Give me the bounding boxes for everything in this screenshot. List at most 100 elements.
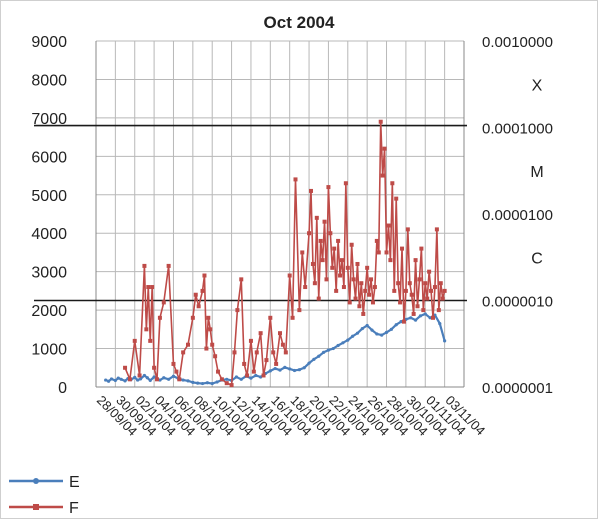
data-point-F [158, 316, 162, 320]
data-point-F [350, 243, 354, 247]
data-point-F [348, 300, 352, 304]
data-point-F [144, 327, 148, 331]
data-point-F [425, 297, 429, 301]
data-point-E [341, 341, 344, 344]
y-tick-label: 9000 [31, 34, 67, 51]
data-point-E [390, 328, 393, 331]
data-point-F [375, 239, 379, 243]
data-point-E [283, 366, 286, 369]
y-tick-label: 0 [58, 380, 67, 397]
data-point-F [146, 285, 150, 289]
data-point-F [278, 331, 282, 335]
flare-class-label: X [532, 77, 543, 94]
data-point-F [406, 227, 410, 231]
data-point-E [114, 379, 117, 382]
data-point-F [216, 370, 220, 374]
data-point-F [388, 258, 392, 262]
data-point-F [313, 281, 317, 285]
data-point-F [307, 231, 311, 235]
data-point-F [342, 285, 346, 289]
data-point-E [107, 380, 110, 383]
data-point-E [356, 332, 359, 335]
data-point-F [293, 177, 297, 181]
data-point-E [249, 377, 252, 380]
data-point-F [264, 358, 268, 362]
y-tick-label: 3000 [31, 265, 67, 282]
data-point-E [133, 376, 136, 379]
data-point-F [363, 289, 367, 293]
data-point-E [303, 366, 306, 369]
data-point-F [138, 373, 142, 377]
data-point-F [230, 383, 234, 387]
data-point-F [133, 339, 137, 343]
data-point-F [177, 377, 181, 381]
data-point-F [369, 277, 373, 281]
data-point-E [419, 314, 422, 317]
data-point-F [245, 373, 249, 377]
data-point-F [326, 185, 330, 189]
legend-marker-F [33, 504, 39, 510]
data-point-F [284, 350, 288, 354]
data-point-F [338, 274, 342, 278]
data-point-E [351, 335, 354, 338]
data-point-E [274, 367, 277, 370]
data-point-E [438, 322, 441, 325]
data-point-E [110, 377, 113, 380]
data-point-F [412, 312, 416, 316]
data-point-E [317, 355, 320, 358]
data-point-F [291, 316, 295, 320]
data-point-F [419, 247, 423, 251]
data-point-F [152, 366, 156, 370]
data-point-F [142, 264, 146, 268]
data-point-F [381, 174, 385, 178]
data-point-F [252, 370, 256, 374]
data-point-F [128, 377, 132, 381]
data-point-F [361, 312, 365, 316]
data-point-E [380, 334, 383, 337]
y-tick-label: 2000 [31, 303, 67, 320]
data-point-F [259, 331, 263, 335]
data-point-E [254, 374, 257, 377]
y-tick-label: 7000 [31, 111, 67, 128]
data-point-F [268, 316, 272, 320]
data-point-E [206, 381, 209, 384]
data-point-E [120, 378, 123, 381]
data-point-F [328, 231, 332, 235]
y-tick-label: 1000 [31, 342, 67, 359]
y-tick-label: 6000 [31, 149, 67, 166]
data-point-F [383, 147, 387, 151]
legend-marker-E [33, 478, 39, 484]
data-point-F [371, 300, 375, 304]
data-point-E [123, 379, 126, 382]
data-point-F [197, 304, 201, 308]
data-point-F [323, 220, 327, 224]
data-point-E [337, 344, 340, 347]
data-point-F [232, 350, 236, 354]
legend-label-F: F [69, 500, 79, 517]
data-point-F [402, 320, 406, 324]
data-point-F [162, 300, 166, 304]
data-point-F [416, 304, 420, 308]
data-point-F [150, 285, 154, 289]
data-point-F [204, 347, 208, 351]
data-point-F [373, 285, 377, 289]
data-point-F [309, 189, 313, 193]
data-point-F [431, 316, 435, 320]
data-point-E [293, 369, 296, 372]
data-point-E [172, 375, 175, 378]
data-point-E [424, 312, 427, 315]
data-point-E [288, 367, 291, 370]
data-point-F [385, 250, 389, 254]
data-point-F [386, 224, 390, 228]
data-point-F [171, 362, 175, 366]
flare-class-label: M [530, 164, 543, 181]
data-point-E [409, 316, 412, 319]
chart-title: Oct 2004 [264, 13, 335, 32]
data-point-E [162, 376, 165, 379]
data-point-E [370, 329, 373, 332]
data-point-E [414, 319, 417, 322]
data-point-F [191, 316, 195, 320]
data-point-E [361, 327, 364, 330]
data-point-F [321, 258, 325, 262]
data-point-F [427, 270, 431, 274]
